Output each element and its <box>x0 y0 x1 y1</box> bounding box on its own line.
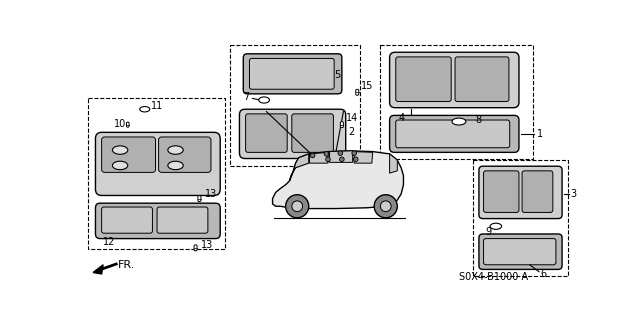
Bar <box>230 44 360 166</box>
Circle shape <box>310 153 315 158</box>
FancyBboxPatch shape <box>484 171 519 212</box>
Text: 3: 3 <box>570 189 577 199</box>
Bar <box>473 160 568 276</box>
Text: 15: 15 <box>361 81 374 91</box>
FancyBboxPatch shape <box>390 52 519 108</box>
Text: 12: 12 <box>103 237 116 247</box>
FancyBboxPatch shape <box>194 245 197 251</box>
Circle shape <box>352 151 356 156</box>
FancyBboxPatch shape <box>127 122 129 127</box>
FancyBboxPatch shape <box>356 89 359 95</box>
FancyBboxPatch shape <box>243 54 342 94</box>
FancyBboxPatch shape <box>250 59 334 89</box>
Ellipse shape <box>259 97 269 103</box>
Text: 10: 10 <box>114 119 126 129</box>
Text: 4: 4 <box>399 114 405 124</box>
Text: 6: 6 <box>541 269 547 279</box>
FancyBboxPatch shape <box>396 57 451 101</box>
Polygon shape <box>354 152 372 163</box>
FancyBboxPatch shape <box>95 132 220 196</box>
Circle shape <box>285 195 308 218</box>
FancyBboxPatch shape <box>484 239 556 265</box>
FancyBboxPatch shape <box>455 57 509 101</box>
FancyBboxPatch shape <box>198 196 201 202</box>
Polygon shape <box>273 151 403 209</box>
FancyBboxPatch shape <box>522 171 553 212</box>
Text: 13: 13 <box>205 189 217 199</box>
FancyBboxPatch shape <box>396 120 509 148</box>
Ellipse shape <box>113 161 128 170</box>
Ellipse shape <box>168 146 183 154</box>
Polygon shape <box>289 154 308 181</box>
Circle shape <box>374 195 397 218</box>
FancyBboxPatch shape <box>292 114 333 152</box>
Polygon shape <box>390 154 397 173</box>
Circle shape <box>340 157 344 162</box>
Text: 2: 2 <box>348 127 355 137</box>
Circle shape <box>324 152 329 156</box>
Text: 5: 5 <box>334 69 340 80</box>
Polygon shape <box>310 152 328 163</box>
Ellipse shape <box>490 223 502 229</box>
Text: S0X4-B1000 A: S0X4-B1000 A <box>459 272 528 282</box>
Ellipse shape <box>140 107 150 112</box>
FancyBboxPatch shape <box>95 203 220 239</box>
Text: 13: 13 <box>201 240 213 250</box>
Polygon shape <box>93 265 103 274</box>
Text: 1: 1 <box>538 129 543 139</box>
Ellipse shape <box>113 146 128 154</box>
Ellipse shape <box>452 118 466 125</box>
Text: FR.: FR. <box>118 260 135 270</box>
FancyBboxPatch shape <box>159 137 211 172</box>
Circle shape <box>338 151 342 156</box>
Circle shape <box>380 201 391 212</box>
FancyBboxPatch shape <box>239 109 346 158</box>
FancyBboxPatch shape <box>157 207 208 233</box>
FancyBboxPatch shape <box>390 116 519 152</box>
Polygon shape <box>330 151 353 162</box>
Circle shape <box>353 157 358 162</box>
FancyBboxPatch shape <box>479 234 562 269</box>
Text: 14: 14 <box>346 114 358 124</box>
Text: 7: 7 <box>243 92 250 102</box>
Text: 11: 11 <box>151 101 163 111</box>
Bar <box>88 99 225 249</box>
FancyBboxPatch shape <box>340 122 344 128</box>
Text: 9: 9 <box>485 228 492 237</box>
FancyBboxPatch shape <box>102 207 152 233</box>
Text: 8: 8 <box>476 115 482 125</box>
Circle shape <box>326 157 330 162</box>
Circle shape <box>292 201 303 212</box>
Ellipse shape <box>168 161 183 170</box>
FancyBboxPatch shape <box>479 166 562 219</box>
Bar <box>380 44 533 158</box>
FancyBboxPatch shape <box>246 114 287 152</box>
FancyBboxPatch shape <box>102 137 156 172</box>
